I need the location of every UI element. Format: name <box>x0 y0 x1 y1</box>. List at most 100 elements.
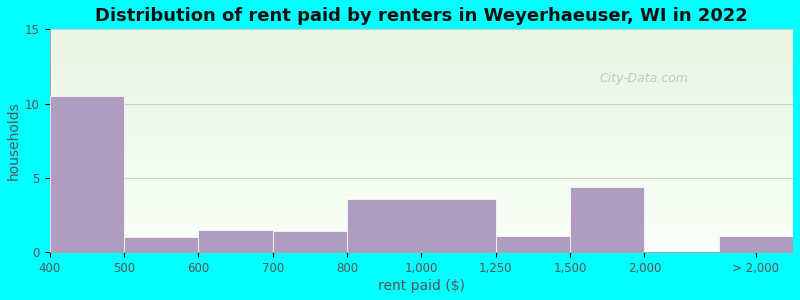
Bar <box>50 65 793 67</box>
Bar <box>50 43 793 45</box>
Bar <box>50 167 793 170</box>
Bar <box>50 228 793 230</box>
Bar <box>50 136 793 139</box>
Bar <box>50 230 793 232</box>
Bar <box>50 116 793 119</box>
Bar <box>50 36 793 38</box>
Bar <box>50 72 793 74</box>
Bar <box>50 98 793 101</box>
Bar <box>50 201 793 203</box>
Bar <box>50 52 793 54</box>
Bar <box>50 245 793 248</box>
Bar <box>50 67 793 69</box>
Bar <box>50 152 793 154</box>
Bar <box>50 143 793 145</box>
Bar <box>50 185 793 188</box>
Bar <box>50 199 793 201</box>
Bar <box>50 110 793 112</box>
Bar <box>50 203 793 206</box>
Bar <box>50 165 793 167</box>
Bar <box>50 74 793 76</box>
Bar <box>50 94 793 96</box>
Bar <box>50 150 793 152</box>
Bar <box>50 170 793 172</box>
Bar <box>50 29 793 32</box>
Bar <box>50 237 793 239</box>
Bar <box>50 78 793 80</box>
Bar <box>50 174 793 176</box>
Bar <box>50 183 793 185</box>
Bar <box>50 85 793 87</box>
Bar <box>50 45 793 47</box>
Bar <box>50 225 793 228</box>
Bar <box>50 141 793 143</box>
Bar <box>718 236 793 252</box>
Bar <box>50 206 793 208</box>
Bar <box>50 145 793 147</box>
Bar <box>50 92 793 94</box>
Bar <box>50 217 793 219</box>
Bar <box>50 176 793 178</box>
Bar <box>50 210 793 212</box>
Bar <box>124 237 198 252</box>
Bar <box>50 147 793 150</box>
Bar <box>50 83 793 85</box>
Bar <box>50 163 793 165</box>
Bar <box>50 103 793 105</box>
Bar <box>50 241 793 243</box>
Bar <box>50 248 793 250</box>
Bar <box>50 32 793 34</box>
Bar <box>50 69 793 72</box>
Bar <box>50 250 793 252</box>
Bar <box>347 199 496 252</box>
Bar <box>50 190 793 192</box>
Bar <box>50 38 793 40</box>
Bar <box>50 118 793 121</box>
Bar <box>50 127 793 130</box>
Bar <box>50 56 793 58</box>
Bar <box>50 114 793 116</box>
Bar <box>50 232 793 234</box>
Bar <box>50 159 793 161</box>
Bar <box>50 172 793 174</box>
Bar <box>496 236 570 252</box>
Bar <box>50 121 793 123</box>
Bar <box>50 123 793 125</box>
Bar <box>198 230 273 252</box>
Bar <box>50 219 793 221</box>
Bar <box>50 134 793 136</box>
Bar <box>50 112 793 114</box>
Bar <box>50 243 793 245</box>
Bar <box>50 156 793 159</box>
Bar <box>50 239 793 241</box>
Bar <box>50 178 793 181</box>
Bar <box>50 96 793 98</box>
Bar <box>50 221 793 223</box>
Bar <box>50 194 793 196</box>
Bar <box>50 212 793 214</box>
Bar <box>570 187 644 252</box>
Bar <box>50 154 793 156</box>
Bar <box>50 58 793 61</box>
Bar <box>50 100 793 103</box>
Bar <box>50 196 793 199</box>
Bar <box>50 208 793 210</box>
Bar <box>50 125 793 127</box>
Bar <box>50 40 793 43</box>
Bar <box>50 234 793 237</box>
Bar <box>50 63 793 65</box>
Bar <box>50 76 793 78</box>
Bar <box>50 181 793 183</box>
Bar <box>50 105 793 107</box>
Bar <box>50 188 793 190</box>
Bar <box>50 214 793 217</box>
Bar <box>50 87 793 89</box>
Bar <box>50 47 793 49</box>
Bar <box>50 34 793 36</box>
Bar <box>50 161 793 163</box>
Bar <box>50 80 793 83</box>
Bar <box>50 223 793 225</box>
Bar <box>50 54 793 56</box>
Bar <box>50 61 793 63</box>
Bar <box>50 89 793 92</box>
